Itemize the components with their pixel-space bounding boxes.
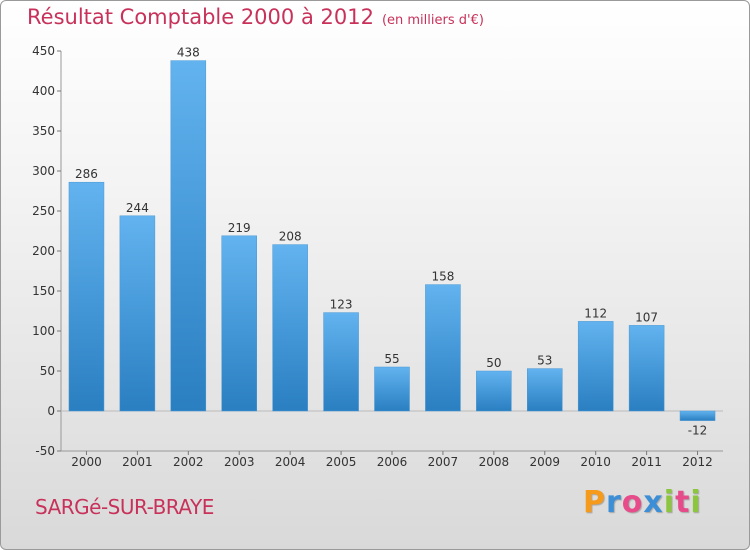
y-tick-label: 400 xyxy=(32,84,55,98)
bar-2005 xyxy=(323,312,359,412)
y-tick-label: -50 xyxy=(35,444,55,458)
data-label-2003: 219 xyxy=(228,221,251,235)
chart-bars xyxy=(68,60,716,421)
logo-letter: r xyxy=(606,485,622,520)
x-tick-label-2012: 2012 xyxy=(682,455,713,469)
y-tick-label: 450 xyxy=(32,44,55,58)
x-tick-label-2001: 2001 xyxy=(122,455,153,469)
commune-name: SARGé-SUR-BRAYE xyxy=(35,495,214,519)
x-tick-label-2011: 2011 xyxy=(631,455,662,469)
logo-letter: t xyxy=(675,485,691,520)
bar-2010 xyxy=(577,321,614,412)
x-tick-label-2003: 2003 xyxy=(224,455,255,469)
data-label-2009: 53 xyxy=(537,354,552,368)
y-tick-label: 300 xyxy=(32,164,55,178)
data-label-2001: 244 xyxy=(126,201,149,215)
proxiti-logo: Proxiti xyxy=(583,485,702,520)
bar-2007 xyxy=(425,284,461,412)
data-label-2004: 208 xyxy=(279,230,302,244)
y-tick-label: 250 xyxy=(32,204,55,218)
chart-subtitle: (en milliers d'€) xyxy=(381,13,484,28)
y-tick-label: 100 xyxy=(32,324,55,338)
y-tick-label: 200 xyxy=(32,244,55,258)
data-label-2002: 438 xyxy=(177,46,200,60)
logo-letter: i xyxy=(663,485,676,520)
bar-2011 xyxy=(628,325,665,412)
bar-2006 xyxy=(374,366,410,412)
data-label-2007: 158 xyxy=(431,270,454,284)
x-tick-label-2005: 2005 xyxy=(326,455,357,469)
bar-2004 xyxy=(272,244,308,412)
data-label-2012: -12 xyxy=(688,424,708,438)
logo-letter: i xyxy=(690,485,702,520)
bar-2001 xyxy=(119,215,156,412)
data-label-2000: 286 xyxy=(75,167,98,181)
data-label-2005: 123 xyxy=(330,298,353,312)
bar-2002 xyxy=(170,60,207,412)
bar-2008 xyxy=(476,370,512,412)
x-tick-label-2000: 2000 xyxy=(71,455,102,469)
x-tick-label-2004: 2004 xyxy=(275,455,306,469)
bar-2000 xyxy=(68,181,105,412)
chart-title-text: Résultat Comptable 2000 à 2012 xyxy=(27,5,374,29)
x-tick-label-2010: 2010 xyxy=(580,455,611,469)
data-label-2006: 55 xyxy=(384,352,399,366)
y-tick-label: 0 xyxy=(47,404,55,418)
x-tick-label-2006: 2006 xyxy=(377,455,408,469)
bar-2003 xyxy=(221,235,257,412)
x-tick-label-2002: 2002 xyxy=(173,455,204,469)
y-tick-label: 50 xyxy=(40,364,55,378)
chart-data-labels: 286 244 438 219 208 123 55 158 50 53 112 107 -12 xyxy=(75,46,707,438)
bar-2012 xyxy=(679,410,716,421)
logo-letter: o xyxy=(621,485,644,520)
data-label-2010: 112 xyxy=(584,306,607,320)
chart-title: Résultat Comptable 2000 à 2012 (en millie… xyxy=(27,5,484,29)
x-tick-label-2007: 2007 xyxy=(428,455,459,469)
x-tick-label-2008: 2008 xyxy=(479,455,510,469)
logo-letter: P xyxy=(583,485,606,520)
logo-letter: x xyxy=(643,485,664,520)
y-tick-label: 350 xyxy=(32,124,55,138)
data-label-2011: 107 xyxy=(635,310,658,324)
bar-2009 xyxy=(527,368,563,412)
x-tick-label-2009: 2009 xyxy=(529,455,560,469)
y-tick-label: 150 xyxy=(32,284,55,298)
data-label-2008: 50 xyxy=(486,356,501,370)
